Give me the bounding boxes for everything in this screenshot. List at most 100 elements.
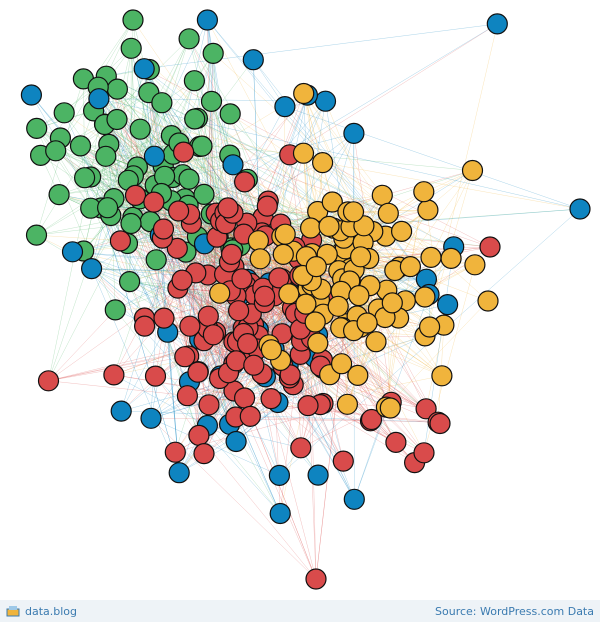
edge: [55, 150, 134, 177]
node: [239, 405, 261, 427]
node: [37, 370, 60, 392]
edge: [211, 101, 402, 232]
edge: [386, 300, 489, 408]
node: [200, 90, 223, 113]
node: [379, 397, 401, 419]
edge: [155, 375, 281, 514]
node: [268, 464, 290, 486]
edge: [72, 251, 427, 280]
node: [429, 412, 451, 435]
node: [164, 441, 186, 463]
edge: [154, 156, 430, 295]
footer: data.blog Source: WordPress.com Data: [0, 600, 600, 622]
node: [464, 254, 486, 276]
node: [414, 286, 436, 308]
node: [209, 282, 231, 304]
node: [119, 271, 141, 293]
node: [178, 168, 200, 190]
edge: [55, 150, 91, 209]
node: [103, 364, 125, 386]
edge: [425, 325, 445, 409]
nodes: [20, 9, 591, 590]
node: [290, 437, 312, 459]
node: [300, 217, 322, 239]
node: [225, 430, 247, 453]
edge: [155, 375, 200, 436]
edge: [199, 146, 491, 248]
node: [295, 293, 317, 315]
node: [314, 90, 337, 112]
node: [25, 224, 48, 246]
node: [260, 388, 282, 410]
node: [231, 268, 253, 290]
edge: [48, 309, 116, 381]
node: [53, 102, 75, 124]
node: [336, 393, 358, 415]
node: [174, 346, 196, 368]
edge: [108, 144, 116, 310]
node: [260, 339, 282, 361]
node: [110, 400, 132, 422]
edge: [36, 124, 105, 236]
node: [249, 248, 271, 270]
node: [178, 28, 200, 50]
node: [419, 316, 441, 338]
edge: [116, 119, 334, 229]
icon-box: [6, 608, 20, 617]
node: [381, 292, 403, 314]
brand[interactable]: data.blog: [6, 605, 77, 618]
edge: [203, 390, 235, 454]
node: [45, 140, 67, 162]
edge: [341, 231, 402, 364]
node: [168, 462, 190, 484]
edge: [284, 106, 581, 210]
node: [69, 135, 92, 157]
node: [292, 142, 315, 164]
node: [234, 387, 256, 409]
edge: [115, 309, 281, 514]
node: [305, 568, 327, 590]
node: [120, 37, 142, 59]
node: [415, 398, 437, 420]
node: [73, 167, 96, 189]
node: [179, 315, 201, 337]
edge: [48, 335, 259, 382]
edge: [143, 68, 180, 473]
node: [196, 9, 218, 31]
edge: [401, 231, 475, 266]
edge: [98, 86, 286, 235]
edge: [187, 374, 330, 396]
node: [109, 230, 132, 252]
node: [440, 247, 462, 269]
edge: [105, 156, 134, 218]
node: [356, 312, 378, 334]
node: [399, 256, 421, 278]
node: [217, 197, 239, 219]
edge: [253, 59, 427, 280]
node: [293, 82, 315, 105]
edge: [279, 230, 341, 514]
edge: [55, 150, 162, 194]
edge: [120, 106, 286, 412]
edge: [177, 248, 235, 342]
edge: [91, 38, 190, 269]
node: [360, 408, 383, 431]
edge: [48, 207, 108, 381]
node: [254, 285, 276, 307]
node: [413, 181, 435, 203]
edge: [90, 80, 195, 209]
node: [332, 450, 354, 472]
edge: [353, 330, 387, 408]
edge: [140, 129, 268, 207]
node: [104, 299, 126, 321]
edge: [289, 23, 498, 155]
node: [134, 315, 156, 337]
node: [347, 364, 369, 386]
edge: [91, 68, 145, 269]
node: [133, 58, 155, 80]
edge: [235, 416, 439, 423]
edge: [184, 272, 197, 357]
node: [154, 165, 176, 187]
node: [176, 385, 198, 407]
node: [297, 395, 319, 417]
